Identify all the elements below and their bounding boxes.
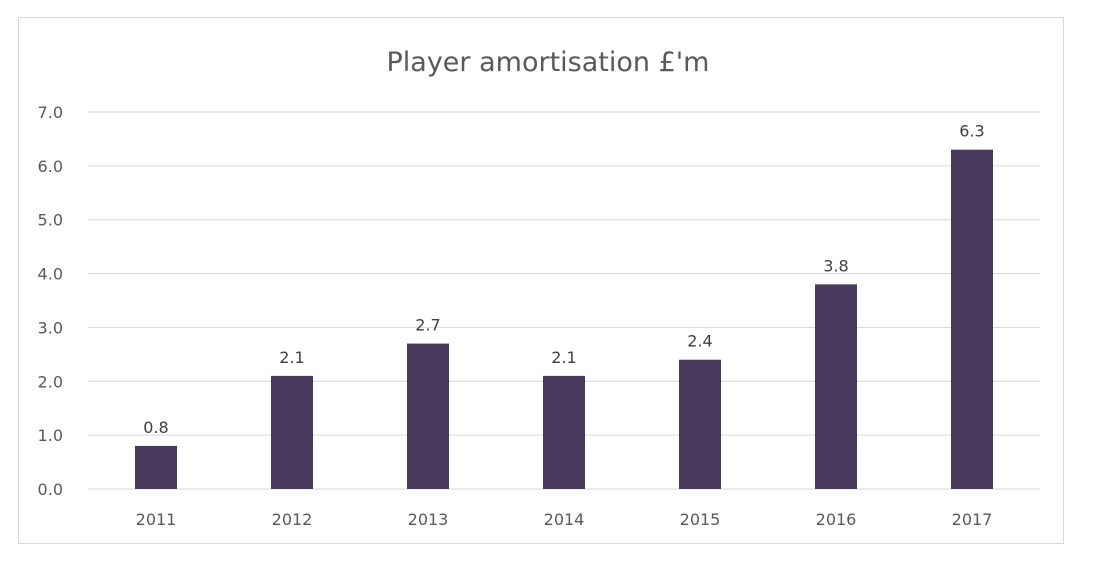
bar-2012 (271, 375, 313, 489)
bar-2013 (407, 343, 449, 489)
data-label-2014: 2.1 (551, 348, 576, 367)
bars (135, 149, 993, 489)
chart-frame (18, 17, 1064, 544)
y-tick-label: 0.0 (38, 480, 63, 499)
data-label-2016: 3.8 (823, 256, 848, 275)
data-label-2012: 2.1 (279, 348, 304, 367)
bar-2016 (815, 284, 857, 489)
data-label-2015: 2.4 (687, 332, 712, 351)
x-tick-label-2015: 2015 (680, 510, 721, 529)
y-tick-label: 7.0 (38, 103, 63, 122)
y-tick-label: 1.0 (38, 426, 63, 445)
data-label-2013: 2.7 (415, 316, 440, 335)
y-tick-label: 5.0 (38, 211, 63, 230)
x-tick-label-2016: 2016 (816, 510, 857, 529)
x-tick-label-2013: 2013 (408, 510, 449, 529)
data-label-2011: 0.8 (143, 418, 168, 437)
data-label-2017: 6.3 (959, 122, 984, 141)
y-axis-tick-labels: 0.0 1.0 2.0 3.0 4.0 5.0 6.0 7.0 (38, 103, 63, 499)
gridlines (88, 111, 1040, 490)
x-tick-label-2011: 2011 (136, 510, 177, 529)
bar-2017 (951, 149, 993, 489)
data-labels: 0.8 2.1 2.7 2.1 2.4 3.8 6.3 (143, 122, 984, 437)
chart-title: Player amortisation £'m (387, 47, 710, 78)
bar-2011 (135, 445, 177, 489)
x-axis-tick-labels: 2011 2012 2013 2014 2015 2016 2017 (136, 510, 993, 529)
y-tick-label: 2.0 (38, 372, 63, 391)
x-tick-label-2017: 2017 (952, 510, 993, 529)
bar-2014 (543, 375, 585, 489)
y-tick-label: 4.0 (38, 265, 63, 284)
bar-2015 (679, 359, 721, 489)
y-tick-label: 3.0 (38, 318, 63, 337)
x-tick-label-2014: 2014 (544, 510, 585, 529)
x-tick-label-2012: 2012 (272, 510, 313, 529)
y-tick-label: 6.0 (38, 157, 63, 176)
